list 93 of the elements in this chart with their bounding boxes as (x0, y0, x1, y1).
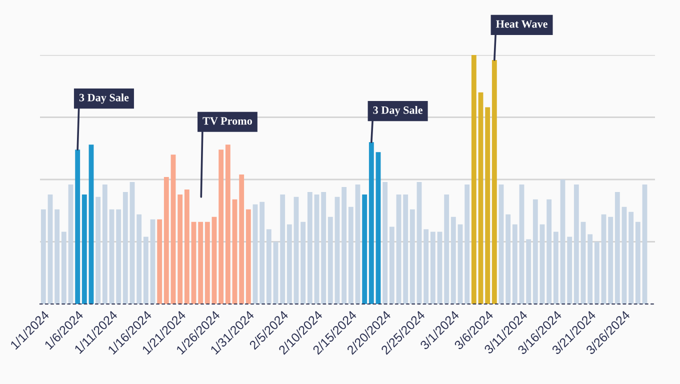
bar (464, 184, 470, 304)
bar (96, 196, 101, 304)
bar (157, 219, 162, 304)
bar (232, 199, 238, 304)
annotation: 3 Day Sale (79, 94, 129, 104)
bar (273, 242, 278, 304)
bar (512, 224, 518, 304)
bar (286, 224, 292, 304)
bar (628, 212, 634, 304)
bar (314, 194, 320, 304)
annotation: 3 Day Sale (373, 106, 423, 116)
bar (506, 214, 511, 304)
bar (485, 107, 490, 304)
bar (574, 184, 579, 304)
bar (54, 209, 60, 304)
bar (342, 186, 347, 304)
bar (212, 216, 217, 304)
bar (430, 232, 436, 304)
bar (532, 199, 538, 304)
bar (362, 194, 368, 304)
bar (540, 224, 545, 304)
bar (437, 232, 442, 304)
bar (444, 194, 450, 304)
bar (198, 222, 204, 304)
bar (191, 222, 196, 304)
bar (498, 184, 504, 304)
bar (519, 184, 524, 304)
bar (225, 144, 230, 304)
bar (184, 189, 190, 304)
bar (376, 152, 381, 304)
bar (368, 142, 374, 304)
bar (471, 55, 476, 304)
bar (102, 184, 108, 304)
bar (389, 226, 394, 304)
annotation: TV Promo (202, 117, 252, 125)
bar (608, 216, 614, 304)
bar (239, 174, 244, 304)
bar (594, 242, 600, 304)
bar (348, 206, 354, 304)
bar (478, 92, 484, 304)
bar (622, 206, 627, 304)
bar (458, 224, 463, 304)
bar (416, 182, 422, 304)
bar (164, 177, 169, 304)
bar (178, 194, 183, 304)
bar (560, 180, 566, 304)
bar (109, 209, 114, 304)
bar (68, 184, 74, 304)
annotation: Heat Wave (496, 20, 548, 28)
bar (328, 216, 333, 304)
bar (122, 192, 128, 304)
bar (567, 236, 572, 304)
bar (601, 214, 606, 304)
bar (588, 234, 593, 304)
bar (546, 199, 552, 304)
bar (382, 182, 388, 304)
bar (614, 192, 620, 304)
bar (280, 194, 286, 304)
bar (300, 222, 306, 304)
bar (252, 204, 258, 304)
bar (218, 150, 224, 304)
bar (82, 194, 87, 304)
bar (40, 209, 46, 304)
bar (307, 192, 312, 304)
bar (635, 222, 640, 304)
bar (246, 209, 251, 304)
bar (116, 209, 122, 304)
bar (143, 236, 148, 304)
bar (334, 196, 340, 304)
bar (553, 232, 558, 304)
bar (526, 239, 532, 304)
bar (410, 209, 415, 304)
bar (170, 154, 176, 304)
bar (396, 194, 402, 304)
bar (492, 60, 497, 304)
bar (266, 229, 272, 304)
bar (260, 202, 265, 304)
bar (204, 222, 210, 304)
bar (424, 229, 429, 304)
bar (61, 232, 66, 304)
bar (136, 214, 142, 304)
bar (294, 196, 299, 304)
bar (403, 194, 408, 304)
bar (88, 144, 94, 304)
bar (75, 150, 80, 304)
bar (321, 192, 326, 304)
bar (450, 216, 456, 304)
bar (150, 219, 156, 304)
bar (355, 184, 360, 304)
bar (48, 194, 53, 304)
bar (642, 184, 648, 304)
bar (130, 182, 135, 304)
bar (580, 222, 586, 304)
